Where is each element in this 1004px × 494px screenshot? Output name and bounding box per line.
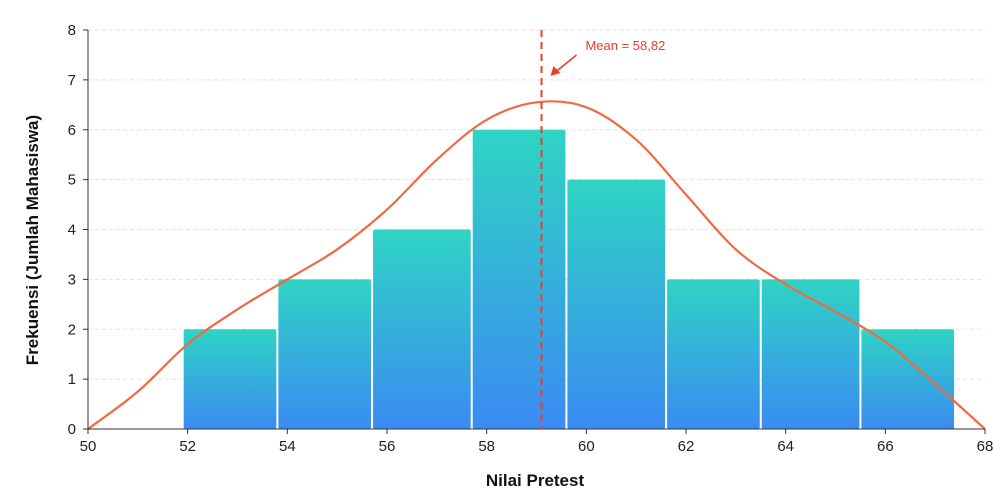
x-tick-label: 58 [478, 438, 495, 455]
histogram-bar [761, 279, 860, 429]
histogram-bar [472, 129, 566, 429]
density-curve-line [87, 100, 986, 430]
y-tick-label: 4 [68, 222, 76, 239]
histogram-bar [278, 279, 372, 429]
y-tick-label: 6 [68, 122, 76, 139]
x-tick-label: 54 [279, 438, 296, 455]
y-tick-label: 1 [68, 371, 76, 388]
x-axis-label: Nilai Pretest [486, 471, 585, 490]
x-tick-label: 64 [777, 438, 794, 455]
distribution-curve [87, 100, 986, 430]
x-tick-label: 62 [678, 438, 695, 455]
x-tick-label: 68 [977, 438, 994, 455]
mean-label: Mean = 58,82 [585, 38, 665, 53]
y-tick-label: 2 [68, 321, 76, 338]
x-tick-label: 50 [80, 438, 97, 455]
histogram-bar [567, 179, 666, 429]
histogram-bar [861, 329, 955, 429]
y-tick-label: 3 [68, 271, 76, 288]
x-tick-label: 52 [179, 438, 196, 455]
histogram-bar [373, 229, 471, 429]
y-tick-label: 7 [68, 72, 76, 89]
y-axis-label: Frekuensi (Jumlah Mahasiswa) [23, 115, 42, 365]
histogram-bar [667, 279, 760, 429]
bars [183, 129, 955, 429]
y-tick-label: 5 [68, 172, 76, 189]
mean-arrow-shaft [554, 54, 577, 73]
y-tick-label: 0 [68, 421, 76, 438]
histogram-bar [183, 329, 277, 429]
x-tick-label: 56 [379, 438, 396, 455]
x-tick-label: 60 [578, 438, 595, 455]
mean-marker: Mean = 58,82 [540, 30, 665, 429]
y-tick-label: 8 [68, 22, 76, 39]
mean-arrow-head [550, 66, 561, 76]
x-tick-label: 66 [877, 438, 894, 455]
